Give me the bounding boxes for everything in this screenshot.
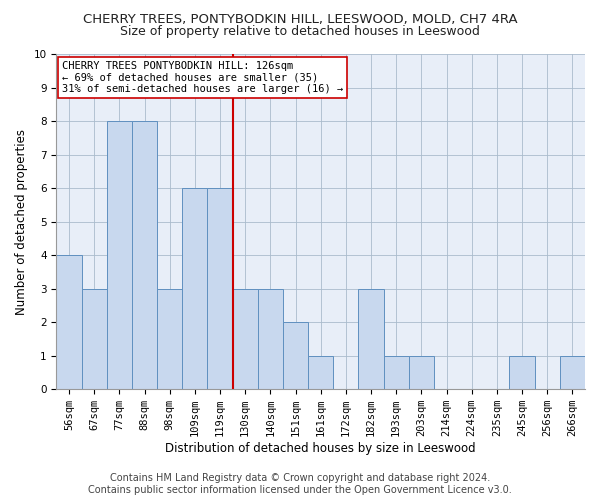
Bar [409,356,434,389]
Bar [56,255,82,389]
Bar [560,356,585,389]
Bar [233,288,258,389]
Bar [208,188,233,389]
Text: Contains HM Land Registry data © Crown copyright and database right 2024.
Contai: Contains HM Land Registry data © Crown c… [88,474,512,495]
Text: CHERRY TREES PONTYBODKIN HILL: 126sqm
← 69% of detached houses are smaller (35)
: CHERRY TREES PONTYBODKIN HILL: 126sqm ← … [62,60,343,94]
X-axis label: Distribution of detached houses by size in Leeswood: Distribution of detached houses by size … [166,442,476,455]
Bar [107,121,132,389]
Bar [358,288,383,389]
Bar [157,288,182,389]
Bar [283,322,308,389]
Bar [509,356,535,389]
Text: Size of property relative to detached houses in Leeswood: Size of property relative to detached ho… [120,25,480,38]
Bar [182,188,208,389]
Bar [383,356,409,389]
Text: CHERRY TREES, PONTYBODKIN HILL, LEESWOOD, MOLD, CH7 4RA: CHERRY TREES, PONTYBODKIN HILL, LEESWOOD… [83,12,517,26]
Y-axis label: Number of detached properties: Number of detached properties [15,128,28,314]
Bar [82,288,107,389]
Bar [258,288,283,389]
Bar [308,356,333,389]
Bar [132,121,157,389]
